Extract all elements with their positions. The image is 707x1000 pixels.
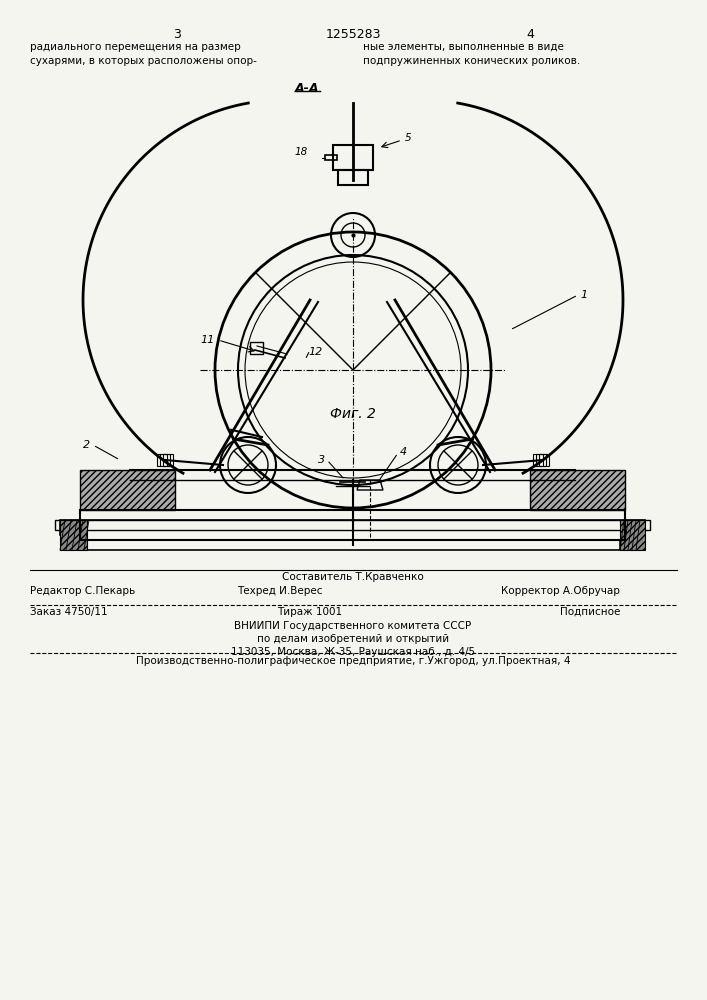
Text: 3: 3 xyxy=(173,28,181,41)
Text: 11: 11 xyxy=(201,335,215,345)
Text: 113035, Москва, Ж-35, Раушская наб., д. 4/5: 113035, Москва, Ж-35, Раушская наб., д. … xyxy=(231,647,475,657)
Text: Составитель Т.Кравченко: Составитель Т.Кравченко xyxy=(282,572,424,582)
Text: 4: 4 xyxy=(526,28,534,41)
Text: 1: 1 xyxy=(580,290,587,300)
Polygon shape xyxy=(60,520,87,550)
Text: 18: 18 xyxy=(295,147,308,157)
Text: А-А: А-А xyxy=(295,82,320,95)
Text: Тираж 1001: Тираж 1001 xyxy=(277,607,343,617)
Polygon shape xyxy=(80,470,175,510)
Text: 12: 12 xyxy=(308,347,322,357)
Text: Подписное: Подписное xyxy=(560,607,620,617)
Text: Корректор А.Обручар: Корректор А.Обручар xyxy=(501,586,620,596)
Text: Фиг. 2: Фиг. 2 xyxy=(330,407,376,421)
Text: радиального перемещения на размер
сухарями, в которых расположены опор-: радиального перемещения на размер сухаря… xyxy=(30,42,257,66)
Text: Заказ 4750/11: Заказ 4750/11 xyxy=(30,607,107,617)
Text: Производственно-полиграфическое предприятие, г.Ужгород, ул.Проектная, 4: Производственно-полиграфическое предприя… xyxy=(136,656,571,666)
Text: ные элементы, выполненные в виде
подпружиненных конических роликов.: ные элементы, выполненные в виде подпруж… xyxy=(363,42,580,66)
Text: по делам изобретений и открытий: по делам изобретений и открытий xyxy=(257,634,449,644)
Polygon shape xyxy=(620,520,645,550)
Text: 4: 4 xyxy=(400,447,407,457)
Text: 5: 5 xyxy=(405,133,411,143)
Text: Редактор С.Пекарь: Редактор С.Пекарь xyxy=(30,586,135,596)
Polygon shape xyxy=(530,470,625,510)
Text: 1255283: 1255283 xyxy=(325,28,381,41)
Text: Техред И.Верес: Техред И.Верес xyxy=(238,586,323,596)
Text: 2: 2 xyxy=(83,440,90,450)
Text: ВНИИПИ Государственного комитета СССР: ВНИИПИ Государственного комитета СССР xyxy=(235,621,472,631)
Text: 3: 3 xyxy=(318,455,325,465)
